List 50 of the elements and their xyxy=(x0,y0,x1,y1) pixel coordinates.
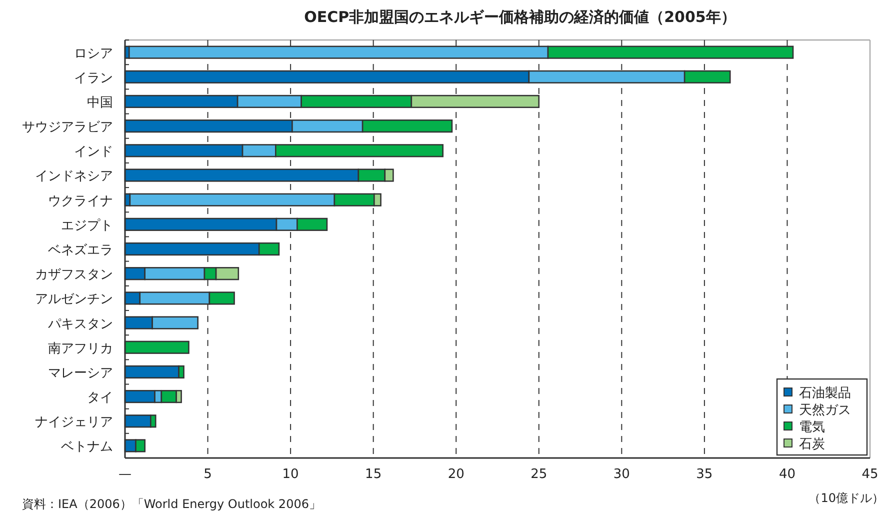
legend-label: 電気 xyxy=(799,420,825,435)
x-tick-label: 40 xyxy=(778,467,796,482)
bar xyxy=(152,316,198,330)
bar xyxy=(215,267,240,280)
y-tick-label: アルゼンチン xyxy=(35,292,113,308)
y-tick-label: マレーシア xyxy=(48,366,113,381)
y-tick-label: イラン xyxy=(74,70,113,86)
y-tick-label: タイ xyxy=(87,390,113,406)
bar xyxy=(178,365,184,378)
bar xyxy=(150,414,156,428)
y-tick-label: 南アフリカ xyxy=(48,341,113,356)
y-tick-label: 中国 xyxy=(87,95,113,110)
x-axis-title: （10億ドル） xyxy=(808,491,884,505)
legend-label: 天然ガス xyxy=(799,403,851,418)
y-tick-label: インドネシア xyxy=(35,169,113,184)
y-tick-label: エジプト xyxy=(61,218,113,234)
y-tick-label: インド xyxy=(74,144,113,160)
x-tick-label: 10 xyxy=(282,467,299,482)
text: 資料：IEA（2006）「World Energy Outlook 2006」 xyxy=(22,497,321,511)
bar xyxy=(358,168,386,182)
chart-title: OECP非加盟国のエネルギー価格補助の経済的価値（2005年） xyxy=(304,8,736,26)
bar xyxy=(258,242,280,256)
y-tick-label: ウクライナ xyxy=(48,194,113,209)
x-tick-label: 45 xyxy=(862,467,878,482)
y-tick-label: ベネズエラ xyxy=(48,243,113,258)
bar xyxy=(296,218,328,231)
y-tick-label: ベトナム xyxy=(61,440,113,455)
bar xyxy=(176,390,182,404)
bar xyxy=(275,144,444,158)
y-tick-label: パキスタン xyxy=(47,316,113,332)
legend-label: 石炭 xyxy=(799,437,825,452)
x-tick-label: 35 xyxy=(696,467,713,482)
x-tick-label: 5 xyxy=(204,467,212,482)
x-tick-label: 25 xyxy=(530,467,548,482)
y-tick-label: カザフスタン xyxy=(35,268,113,283)
x-tick-label: 15 xyxy=(365,467,382,482)
y-tick-label: サウジアラビア xyxy=(22,120,113,136)
bar xyxy=(384,168,394,182)
y-tick-label: ナイジェリア xyxy=(35,415,113,430)
x-tick-label: 30 xyxy=(613,467,630,482)
y-tick-label: ロシア xyxy=(74,46,113,62)
x-tick-label: 20 xyxy=(448,467,464,482)
legend-label: 石油製品 xyxy=(799,386,851,401)
bar xyxy=(242,144,276,158)
bar xyxy=(135,439,146,452)
x-tick-label: — xyxy=(118,467,132,482)
bar xyxy=(144,267,206,280)
bar xyxy=(160,390,177,404)
bar xyxy=(292,120,364,133)
bar xyxy=(208,292,235,305)
